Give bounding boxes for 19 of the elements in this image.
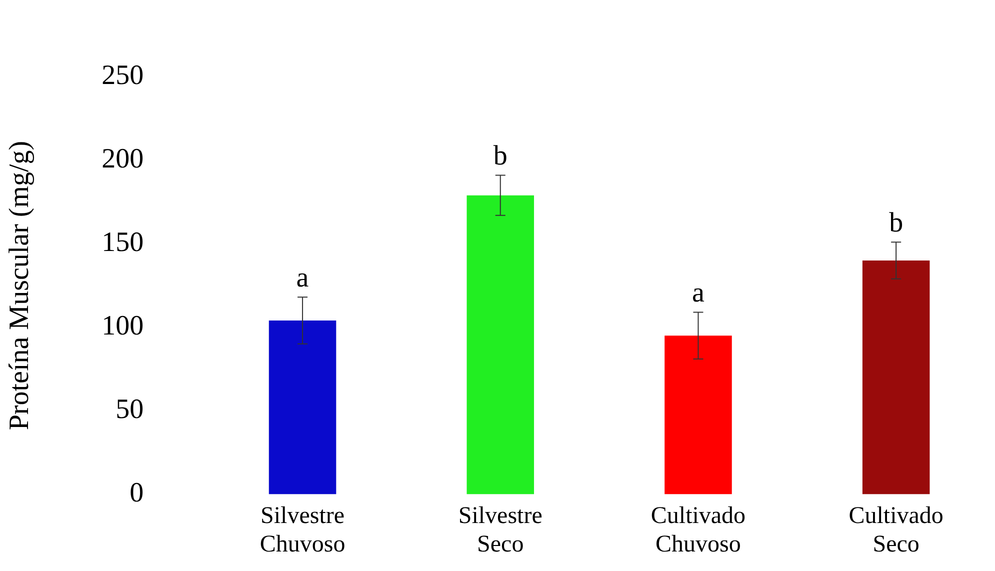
y-tick-label: 250 bbox=[102, 60, 144, 92]
y-tick-label: 200 bbox=[102, 144, 144, 175]
x-tick-label: Silvestre Seco bbox=[458, 502, 542, 558]
y-tick-label: 50 bbox=[116, 394, 144, 426]
x-tick-label: Silvestre Chuvoso bbox=[260, 502, 346, 558]
bar bbox=[862, 260, 930, 494]
y-tick-label: 0 bbox=[130, 478, 144, 509]
y-tick-label: 150 bbox=[102, 227, 144, 258]
annotation: a bbox=[692, 278, 706, 309]
bar bbox=[268, 320, 336, 494]
y-axis-title: Proteína Muscular (mg/g) bbox=[4, 140, 36, 430]
y-tick-label: 100 bbox=[102, 310, 144, 342]
annotation: b bbox=[493, 140, 508, 172]
x-tick-label: Cultivado Seco bbox=[848, 502, 944, 558]
bar bbox=[664, 336, 732, 494]
bar bbox=[466, 195, 534, 494]
annotation: a bbox=[296, 262, 310, 294]
x-tick-label: Cultivado Chuvoso bbox=[650, 502, 746, 558]
annotation: b bbox=[889, 207, 904, 238]
